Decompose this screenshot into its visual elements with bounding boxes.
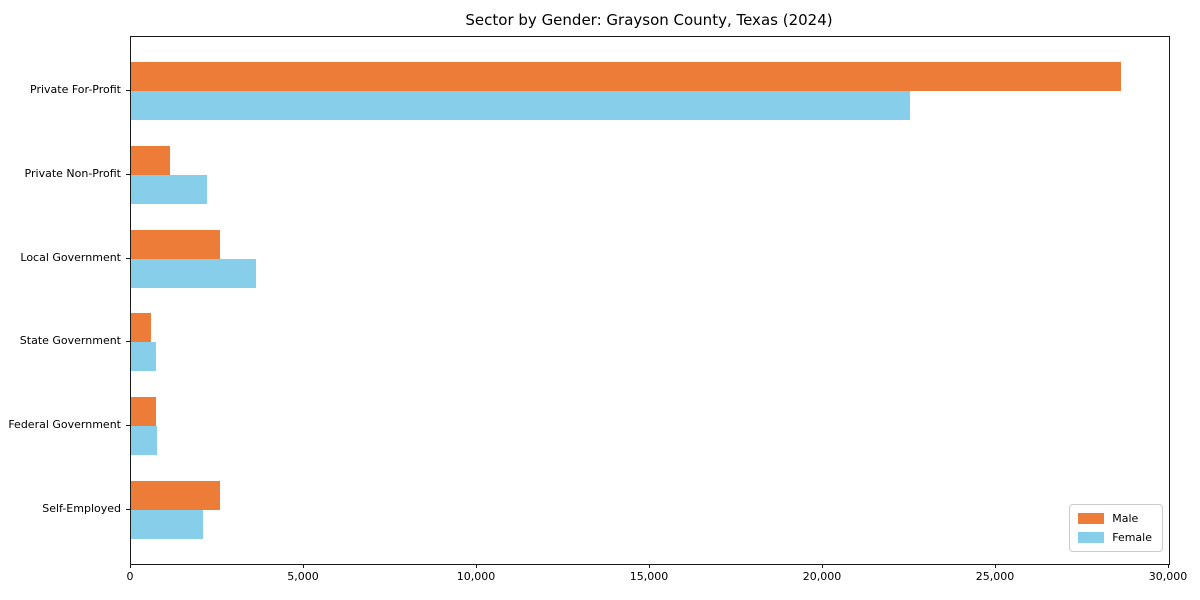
x-tick-label: 25,000 [975,570,1015,583]
x-tick-mark [822,564,823,568]
male-bar [131,481,220,511]
x-tick-mark [649,564,650,568]
legend-item-male: Male [1078,512,1152,525]
female-series-swatch [1078,532,1105,543]
legend-item-female: Female [1078,531,1152,544]
male-bar [131,313,152,343]
x-tick-label: 30,000 [1148,570,1188,583]
x-tick-label: 10,000 [456,570,496,583]
x-tick-mark [303,564,304,568]
y-tick-mark [126,341,130,343]
male-bar [131,229,220,259]
x-tick-label: 5,000 [287,570,319,583]
x-tick-label: 20,000 [802,570,842,583]
legend-label-male: Male [1112,512,1139,525]
male-series-swatch [1078,513,1105,524]
y-tick-label: Private Non-Profit [24,166,121,180]
female-bar [131,90,910,120]
y-tick-label: Self-Employed [42,502,121,516]
male-bar [131,61,1121,91]
male-bar [131,397,156,427]
female-bar [131,342,156,372]
y-tick-mark [126,89,130,91]
female-bar [131,174,208,204]
x-tick-mark [1168,564,1169,568]
female-bar [131,510,203,540]
y-tick-mark [126,173,130,175]
female-bar [131,426,157,456]
plot-area: Male Female [130,36,1170,565]
y-tick-label: Private For-Profit [30,82,121,96]
legend: Male Female [1069,504,1163,552]
y-tick-label: Local Government [20,250,121,264]
x-tick-label: 15,000 [629,570,669,583]
female-bar [131,258,256,288]
y-tick-mark [126,257,130,259]
male-bar [131,145,171,175]
y-tick-mark [126,509,130,511]
y-tick-mark [126,425,130,427]
legend-label-female: Female [1112,531,1152,544]
chart-title: Sector by Gender: Grayson County, Texas … [465,11,833,29]
x-tick-mark [130,564,131,568]
x-tick-mark [995,564,996,568]
y-tick-label: Federal Government [8,418,121,432]
x-tick-mark [476,564,477,568]
y-tick-label: State Government [19,334,121,348]
x-tick-label: 0 [126,570,134,583]
